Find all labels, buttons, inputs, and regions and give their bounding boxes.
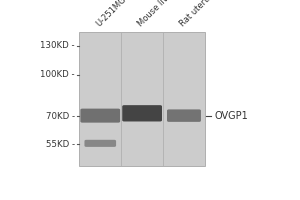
FancyBboxPatch shape [167,109,201,122]
Text: OVGP1: OVGP1 [214,111,248,121]
Bar [79,32,205,166]
FancyBboxPatch shape [85,140,116,147]
Text: U-251MG: U-251MG [94,0,128,29]
Text: Mouse liver: Mouse liver [136,0,176,29]
Text: 55KD -: 55KD - [46,140,75,149]
Text: 100KD -: 100KD - [40,70,75,79]
Text: 130KD -: 130KD - [40,41,75,50]
Text: 70KD -: 70KD - [46,112,75,121]
FancyBboxPatch shape [80,109,120,123]
Text: Rat uterus: Rat uterus [178,0,215,29]
FancyBboxPatch shape [122,105,162,121]
